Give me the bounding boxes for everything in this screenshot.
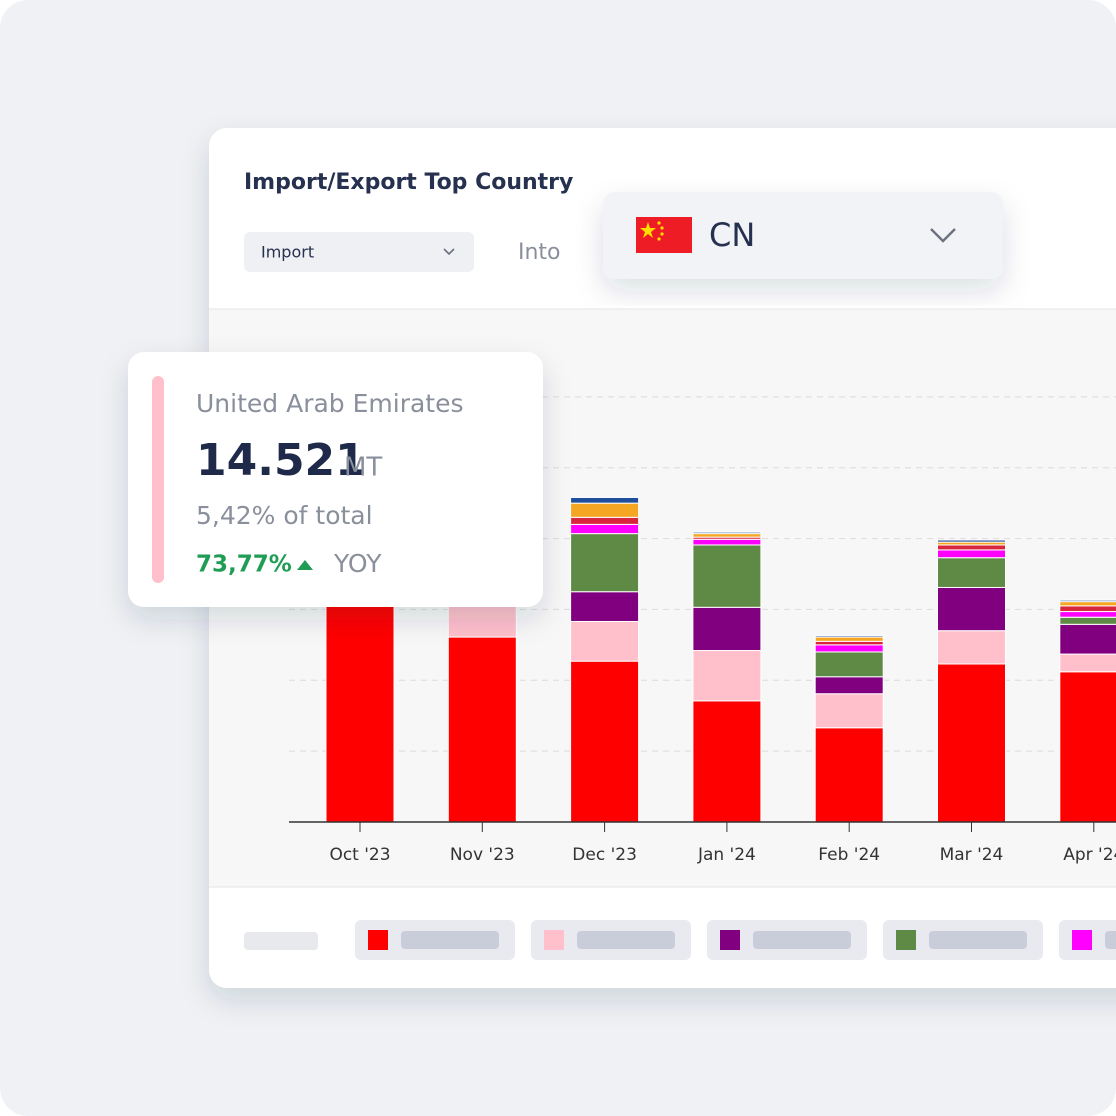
tooltip: United Arab Emirates 14.521 MT 5,42% of … [128, 352, 543, 607]
bar-segment [570, 620, 640, 662]
tooltip-period: YOY [333, 549, 382, 578]
bar-segment [570, 591, 640, 622]
bar-segment [570, 502, 640, 518]
bar-segment [937, 557, 1006, 588]
bar-segment [937, 544, 1006, 551]
country-select[interactable]: CN [603, 192, 1003, 279]
bar-segment [1059, 623, 1116, 655]
flow-select[interactable]: Import [244, 232, 474, 272]
tooltip-unit: MT [344, 453, 382, 483]
legend-swatch [720, 930, 740, 950]
bar-segment [1059, 611, 1116, 618]
legend-placeholder [929, 931, 1027, 949]
tooltip-country: United Arab Emirates [196, 389, 464, 418]
bar-segment [1059, 671, 1116, 823]
x-tick-label: Mar '24 [940, 845, 1004, 865]
connector: Into [518, 240, 561, 265]
bar-segment [1059, 616, 1116, 625]
bar-segment [692, 700, 762, 823]
legend [244, 920, 1116, 960]
bar-segment [570, 523, 640, 535]
legend-placeholder [577, 931, 675, 949]
x-tick-label: Oct '23 [329, 845, 390, 865]
bar-segment [1059, 605, 1116, 613]
bar-segment [447, 601, 517, 638]
country-value: CN [709, 216, 755, 254]
bar-segment [814, 651, 884, 678]
legend-swatch [1072, 930, 1092, 950]
x-tick-label: Dec '23 [572, 845, 637, 865]
tooltip-value: 14.521 [196, 435, 366, 486]
bar-segment [692, 606, 762, 652]
bar-segment [937, 630, 1006, 665]
bar-segment [570, 660, 640, 823]
x-tick-label: Apr '24 [1063, 845, 1116, 865]
bar-segment [814, 644, 884, 653]
bar-segment [937, 549, 1006, 559]
bar-segment [325, 587, 395, 823]
x-tick-label: Nov '23 [450, 845, 515, 865]
bar-segment [692, 531, 762, 535]
bar-segment [814, 636, 884, 642]
tooltip-share: 5,42% of total [196, 501, 373, 530]
legend-chip [1059, 920, 1116, 960]
legend-placeholder [753, 931, 851, 949]
up-arrow [297, 560, 313, 570]
bar-segment [937, 663, 1006, 823]
bar-segment [692, 650, 762, 702]
tooltip-change: 73,77% [196, 552, 292, 578]
bar-segment [570, 516, 640, 525]
legend-swatch [368, 930, 388, 950]
bar-segment [447, 636, 517, 823]
bar-segment [814, 727, 884, 823]
legend-swatch [544, 930, 564, 950]
x-tick-label: Jan '24 [697, 845, 756, 865]
bar-segment [1059, 653, 1116, 673]
x-tick-label: Feb '24 [818, 845, 880, 865]
bar-segment [570, 496, 640, 504]
bar-segment [692, 533, 762, 538]
bar-segment [937, 539, 1006, 543]
legend-placeholder [1105, 931, 1116, 949]
bar-segment [570, 533, 640, 593]
card-title: Import/Export Top Country [244, 170, 573, 195]
bar-segment [814, 676, 884, 695]
bar-segment [814, 693, 884, 729]
legend-placeholder [401, 931, 499, 949]
bar-segment [814, 640, 884, 646]
bar-segment [937, 586, 1006, 632]
bar-segment [1059, 599, 1116, 603]
flow-value: Import [261, 243, 314, 262]
bar-segment [1059, 601, 1116, 607]
bar-segment [814, 635, 884, 638]
bar-segment [692, 538, 762, 546]
legend-swatch [896, 930, 916, 950]
bar-segment [692, 544, 762, 608]
